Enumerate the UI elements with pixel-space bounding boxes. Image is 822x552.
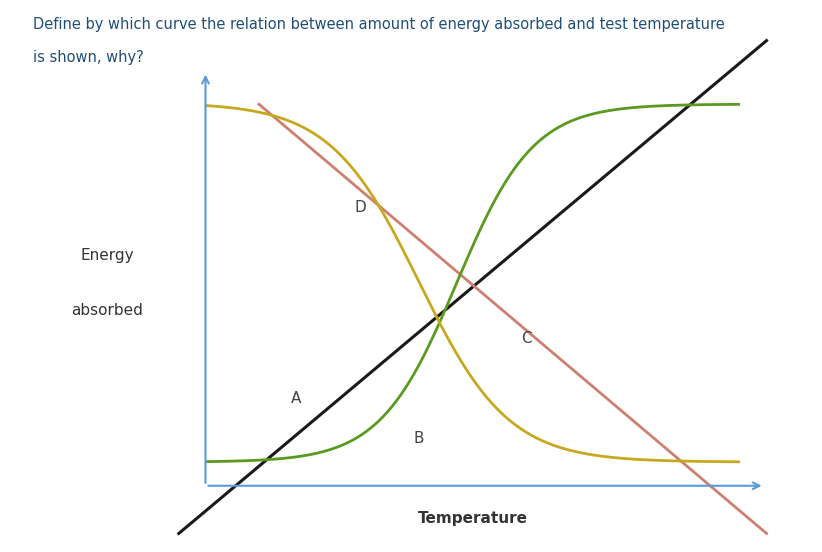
- Text: Temperature: Temperature: [418, 511, 528, 527]
- Text: D: D: [354, 200, 367, 215]
- Text: is shown, why?: is shown, why?: [33, 50, 144, 65]
- Text: A: A: [291, 391, 302, 406]
- Text: B: B: [414, 431, 424, 445]
- Text: Define by which curve the relation between amount of energy absorbed and test te: Define by which curve the relation betwe…: [33, 17, 725, 31]
- Text: Energy: Energy: [80, 248, 134, 263]
- Text: C: C: [521, 331, 531, 346]
- Text: absorbed: absorbed: [71, 304, 143, 319]
